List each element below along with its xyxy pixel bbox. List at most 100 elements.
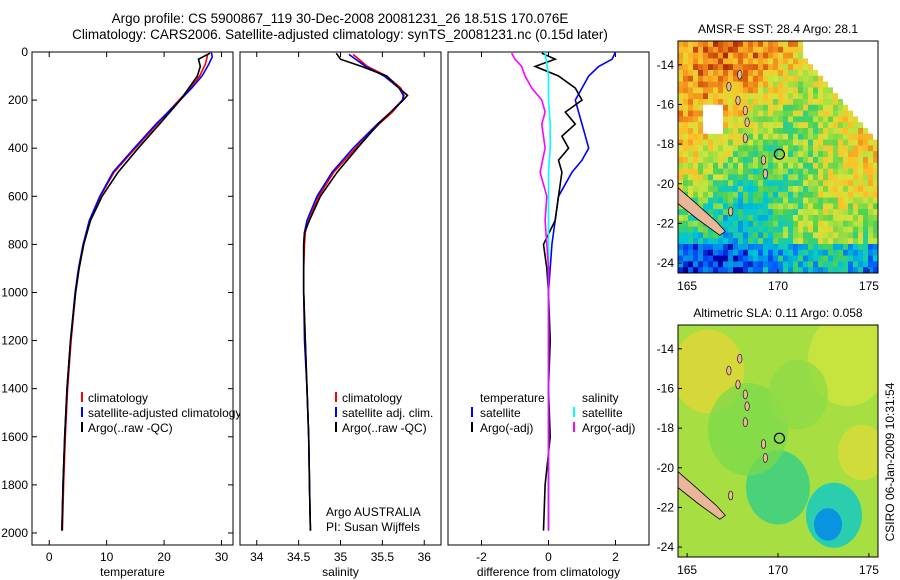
map-cell (833, 255, 839, 262)
map-cell (683, 220, 689, 228)
map-cell (773, 232, 779, 239)
y-tick-label: -14 (657, 58, 675, 72)
map-cell (798, 238, 804, 245)
map-cell (718, 215, 724, 222)
map-cell (723, 186, 729, 193)
map-cell (678, 116, 684, 123)
map-cell (783, 52, 789, 59)
map-cell (763, 180, 769, 187)
land-island (760, 439, 766, 449)
map-cell (713, 249, 719, 257)
map-cell (813, 162, 819, 170)
map-cell (703, 255, 709, 262)
map-cell (718, 162, 724, 170)
map-cell (728, 128, 734, 135)
legend-label: satellite (582, 406, 623, 420)
map-cell (713, 267, 719, 273)
map-cell (848, 226, 854, 233)
map-cell (708, 64, 714, 71)
map-cell (833, 52, 839, 59)
map-cell (708, 122, 714, 129)
map-cell (738, 267, 744, 273)
x-tick-label: 2 (612, 550, 619, 564)
map-cell (848, 232, 854, 239)
map-cell (783, 70, 789, 77)
map-cell (803, 116, 809, 123)
map-cell (823, 75, 829, 83)
map-cell (763, 267, 769, 273)
map-cell (718, 197, 724, 204)
map-cell (723, 128, 729, 135)
x-tick-label: 165 (677, 279, 697, 293)
map-cell (788, 168, 794, 175)
map-cell (843, 157, 849, 164)
map-cell (698, 220, 704, 228)
map-cell (783, 267, 789, 273)
map-cell (728, 104, 734, 112)
map-cell (753, 41, 759, 48)
map-cell (788, 215, 794, 222)
map-cell (768, 139, 774, 146)
map-cell (713, 232, 719, 239)
map-cell (698, 52, 704, 59)
map-cell (853, 58, 859, 65)
map-cell (793, 87, 799, 94)
map-cell (843, 81, 849, 88)
map-cell (773, 116, 779, 123)
map-cell (833, 261, 839, 268)
map-cell (748, 162, 754, 170)
map-cell (803, 232, 809, 239)
map-cell (873, 226, 878, 233)
map-cell (748, 157, 754, 164)
map-cell (688, 232, 694, 239)
map-cell (843, 162, 849, 170)
map-cell (698, 151, 704, 158)
map-cell (698, 128, 704, 135)
map-cell (733, 87, 739, 94)
map-cell (743, 58, 749, 65)
map-cell (758, 133, 764, 141)
map-cell (758, 157, 764, 164)
map-cell (833, 180, 839, 187)
map-cell (723, 162, 729, 170)
map-cell (873, 122, 878, 129)
map-cell (688, 186, 694, 193)
map-cell (838, 70, 844, 77)
map-cell (828, 162, 834, 170)
map-cell (788, 180, 794, 187)
map-cell (733, 174, 739, 181)
map-cell (688, 215, 694, 222)
map-cell (853, 99, 859, 106)
map-cell (858, 52, 864, 59)
map-cell (693, 116, 699, 123)
map-cell (828, 261, 834, 268)
map-cell (708, 58, 714, 65)
map-cell (688, 261, 694, 268)
map-cell (733, 162, 739, 170)
map-cell (728, 232, 734, 239)
map-cell (833, 197, 839, 204)
map-cell (798, 145, 804, 152)
map-cell (808, 133, 814, 141)
map-cell (828, 99, 834, 106)
map-cell (813, 75, 819, 83)
map-cell (738, 238, 744, 245)
map-cell (863, 255, 869, 262)
map-cell (703, 267, 709, 273)
map-cell (713, 203, 719, 210)
map-cell (858, 133, 864, 141)
map-cell (708, 203, 714, 210)
map-cell (778, 116, 784, 123)
map-cell (708, 226, 714, 233)
map-cell (813, 70, 819, 77)
map-cell (728, 93, 734, 100)
map-cell (853, 267, 859, 273)
map-cell (838, 220, 844, 228)
map-cell (848, 139, 854, 146)
map-cell (808, 174, 814, 181)
map-cell (873, 104, 878, 112)
map-cell (873, 162, 878, 170)
map-cell (683, 209, 689, 216)
map-cell (793, 133, 799, 141)
